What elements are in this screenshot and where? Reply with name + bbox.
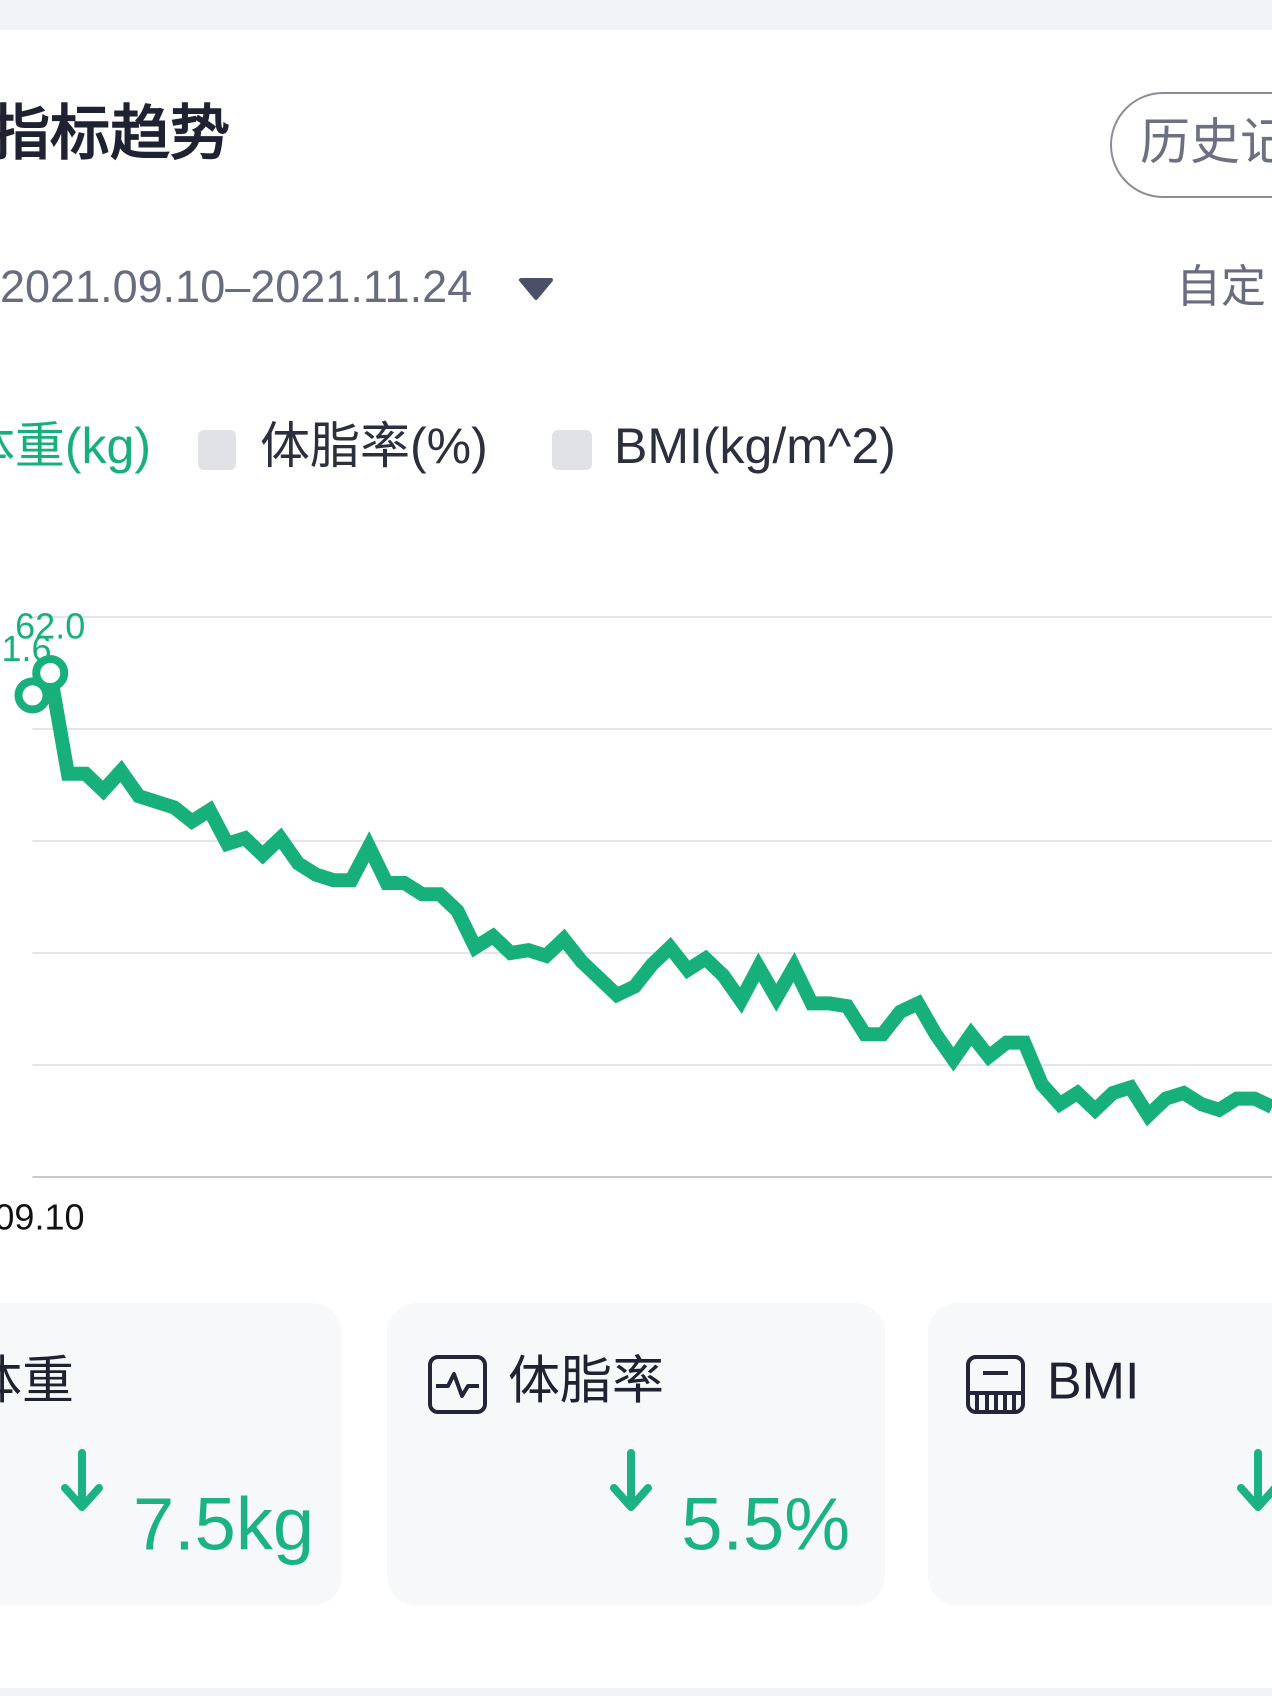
- card-change: 7.5kg: [133, 1483, 314, 1566]
- weight-line: [27, 656, 1272, 1127]
- card-title: 体脂率: [508, 1353, 664, 1411]
- legend-swatch[interactable]: [552, 430, 592, 470]
- data-label: 62.0: [15, 606, 85, 647]
- data-label: 61.6: [0, 628, 52, 669]
- x-tick-label: 09.10: [0, 1197, 85, 1238]
- top-band: [0, 0, 1272, 30]
- legend-swatch[interactable]: [198, 430, 236, 470]
- date-range[interactable]: 2021.09.10–2021.11.24: [0, 261, 472, 312]
- history-button[interactable]: [1110, 92, 1272, 198]
- legend-item-active[interactable]: 体重(kg): [0, 418, 151, 474]
- card-title: BMI: [1047, 1353, 1139, 1411]
- legend-item[interactable]: 体脂率(%): [260, 418, 488, 474]
- point-marker: [14, 677, 51, 714]
- bottom-band: [0, 1688, 1272, 1696]
- card[interactable]: [0, 1303, 342, 1606]
- card[interactable]: [928, 1303, 1272, 1606]
- custom-range[interactable]: 自定: [1176, 261, 1266, 312]
- card[interactable]: [387, 1303, 885, 1606]
- down-arrow: [610, 1449, 652, 1511]
- down-arrow: [1237, 1449, 1272, 1511]
- body-fat-icon: [428, 1355, 487, 1414]
- history-button-label[interactable]: 历史记: [1140, 114, 1272, 170]
- legend: 体重(kg) 体脂率(%) BMI(kg/m^2): [0, 418, 896, 474]
- legend-item[interactable]: BMI(kg/m^2): [614, 418, 896, 474]
- section-title: 指标趋势: [0, 100, 230, 167]
- dropdown-arrow[interactable]: [519, 278, 553, 300]
- card-change: 5.5%: [681, 1483, 850, 1566]
- bmi-icon: [966, 1355, 1025, 1414]
- cards: [0, 1303, 1272, 1606]
- point-marker: [32, 655, 69, 691]
- down-arrow: [61, 1449, 103, 1511]
- card-title: 体重: [0, 1353, 74, 1411]
